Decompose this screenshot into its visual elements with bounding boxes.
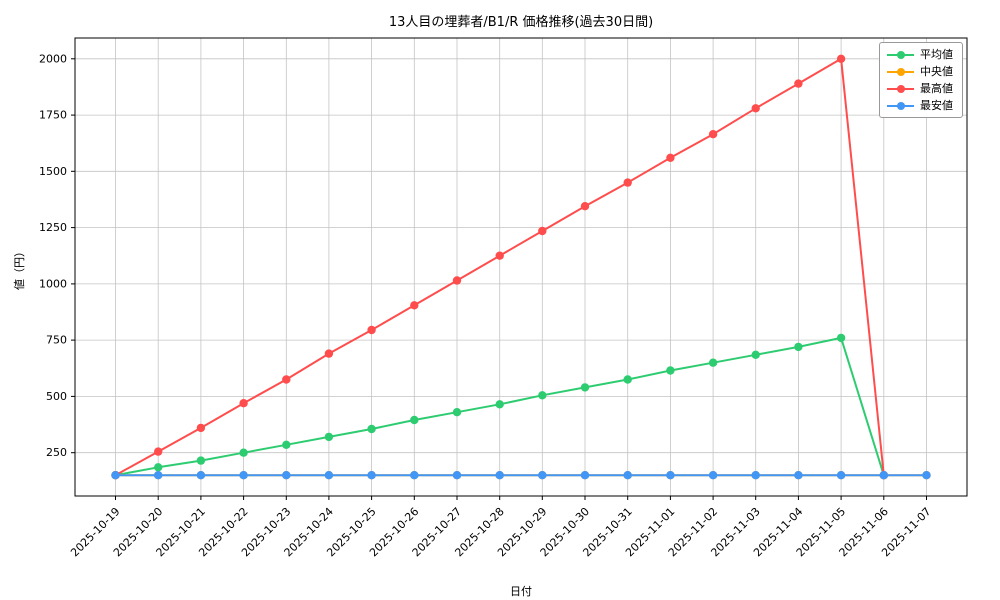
legend-line-marker-icon [887,84,914,93]
legend-label: 最高値 [920,82,953,95]
series-marker-2 [239,399,248,408]
legend-dot [897,101,905,110]
series-marker-0 [239,448,248,457]
legend-item: 平均値 [887,49,953,60]
series-marker-3 [623,471,632,480]
series-marker-3 [751,471,760,480]
series-marker-3 [154,471,163,480]
series-marker-0 [410,415,419,425]
y-tick-label: 1750 [39,109,67,122]
series-marker-0 [836,333,846,343]
x-axis-label: 日付 [510,585,532,598]
series-marker-2 [623,178,632,187]
series-marker-0 [324,432,334,442]
legend-item: 中央値 [887,66,953,77]
series-marker-3 [922,471,931,480]
series-marker-3 [196,471,206,480]
series-marker-2 [794,79,803,88]
series-marker-3 [324,471,334,480]
series-marker-0 [154,463,163,472]
series-marker-3 [282,471,291,480]
legend-label: 中央値 [920,65,953,78]
series-marker-2 [666,153,675,162]
series-marker-3 [452,471,462,480]
series-marker-2 [751,104,760,113]
series-marker-0 [196,456,206,465]
series-marker-3 [580,471,590,480]
series-marker-2 [708,130,718,139]
series-marker-0 [282,440,291,449]
series-marker-3 [410,471,419,480]
series-marker-2 [836,54,846,63]
series-marker-3 [367,471,376,480]
plot-border [74,37,968,497]
series-marker-0 [794,342,803,352]
series-marker-2 [410,301,419,310]
series-marker-0 [666,366,675,375]
series-marker-0 [495,400,504,409]
series-marker-3 [666,471,675,480]
y-tick-label: 750 [46,334,67,347]
legend-line-marker-icon [887,50,914,59]
legend-label: 最安値 [920,99,953,112]
legend-item: 最高値 [887,83,953,94]
y-tick-label: 1250 [39,221,67,234]
legend-line-marker-icon [887,101,914,110]
series-marker-3 [111,471,120,480]
series-marker-2 [495,251,504,260]
chart-title: 13人目の埋葬者/B1/R 価格推移(過去30日間) [388,15,654,30]
legend-item: 最安値 [887,100,953,111]
series-marker-2 [367,325,376,335]
series-marker-0 [367,424,376,434]
legend-dot [897,67,905,76]
y-tick-label: 2000 [39,52,67,65]
series-marker-2 [452,276,462,285]
series-marker-3 [495,471,504,480]
series-marker-0 [452,408,462,417]
series-marker-3 [794,471,803,480]
series-marker-3 [538,471,547,480]
series-marker-3 [708,471,718,480]
series-marker-0 [538,391,547,400]
series-marker-0 [708,358,718,367]
series-marker-0 [751,350,760,359]
series-marker-3 [879,471,888,480]
legend-label: 平均値 [920,48,953,61]
series-marker-2 [154,447,163,456]
series-marker-2 [324,349,334,358]
y-tick-label: 1500 [39,165,67,178]
y-tick-label: 1000 [39,277,67,290]
series-marker-0 [580,383,590,392]
y-tick-label: 500 [46,390,67,403]
y-tick-label: 250 [46,446,67,459]
series-marker-0 [623,375,632,384]
series-marker-3 [239,471,248,480]
y-axis-label: 値（円） [13,246,26,290]
series-marker-2 [580,202,590,211]
series-marker-3 [836,471,846,480]
legend-dot [897,84,905,93]
series-marker-2 [538,226,547,236]
chart-legend: 平均値中央値最高値最安値 [879,42,963,118]
series-marker-2 [196,423,206,433]
legend-dot [897,50,905,59]
legend-line-marker-icon [887,67,914,76]
series-marker-2 [282,375,291,384]
